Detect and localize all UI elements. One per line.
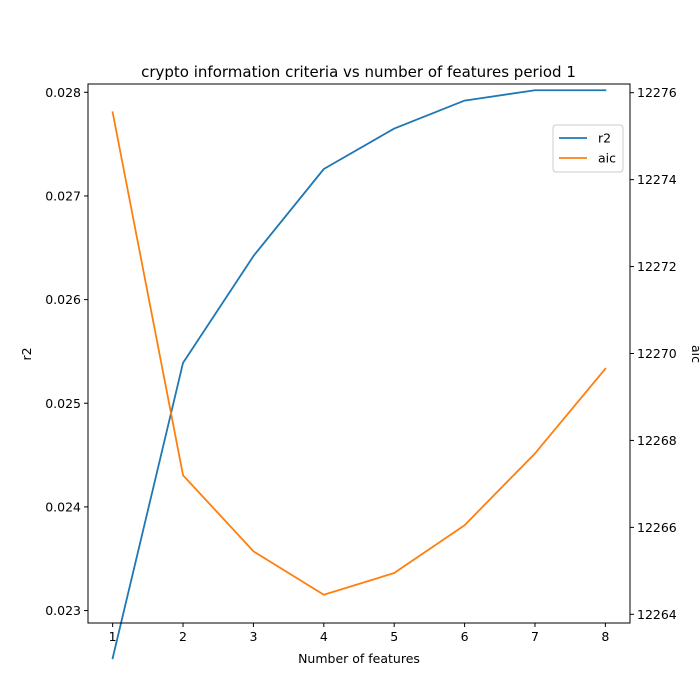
y-left-tick-label: 0.025 (45, 396, 81, 411)
y-right-tick-label: 12270 (637, 346, 677, 361)
y-left-axis-ticks: 0.023 0.024 0.025 0.026 0.027 0.028 (45, 85, 88, 618)
x-axis-label: Number of features (298, 651, 420, 666)
legend-box (552, 124, 624, 173)
x-axis-ticks: 1 2 3 4 5 6 7 8 (109, 623, 609, 644)
x-tick-label: 6 (461, 629, 469, 644)
y-right-tick-label: 12276 (637, 85, 677, 100)
y-right-tick-label: 12268 (637, 433, 677, 448)
y-left-tick-label: 0.023 (45, 603, 81, 618)
x-tick-label: 2 (179, 629, 187, 644)
y-left-axis-label: r2 (19, 347, 34, 360)
x-tick-label: 4 (320, 629, 328, 644)
y-right-axis-label: aic (689, 345, 700, 363)
x-tick-label: 1 (109, 629, 117, 644)
y-right-tick-label: 12272 (637, 259, 677, 274)
series-line-r2 (111, 89, 607, 660)
y-right-tick-label: 12264 (637, 607, 677, 622)
y-left-tick-label: 0.024 (45, 499, 81, 514)
plot-frame (87, 83, 631, 624)
legend-label-aic: aic (598, 151, 616, 166)
y-right-tick-label: 12266 (637, 520, 677, 535)
y-left-tick-label: 0.028 (45, 85, 81, 100)
series-layer (111, 89, 607, 660)
y-right-axis-ticks: 12264 12266 12268 12270 12272 12274 12276 (630, 85, 677, 622)
x-tick-label: 3 (249, 629, 257, 644)
chart-title: crypto information criteria vs number of… (141, 63, 576, 81)
legend: r2 aic (552, 124, 624, 173)
y-right-tick-label: 12274 (637, 172, 677, 187)
x-tick-label: 5 (390, 629, 398, 644)
x-tick-label: 7 (531, 629, 539, 644)
legend-label-r2: r2 (598, 131, 611, 146)
x-tick-label: 8 (601, 629, 609, 644)
y-left-tick-label: 0.027 (45, 188, 81, 203)
y-left-tick-label: 0.026 (45, 292, 81, 307)
series-line-aic (111, 111, 607, 596)
